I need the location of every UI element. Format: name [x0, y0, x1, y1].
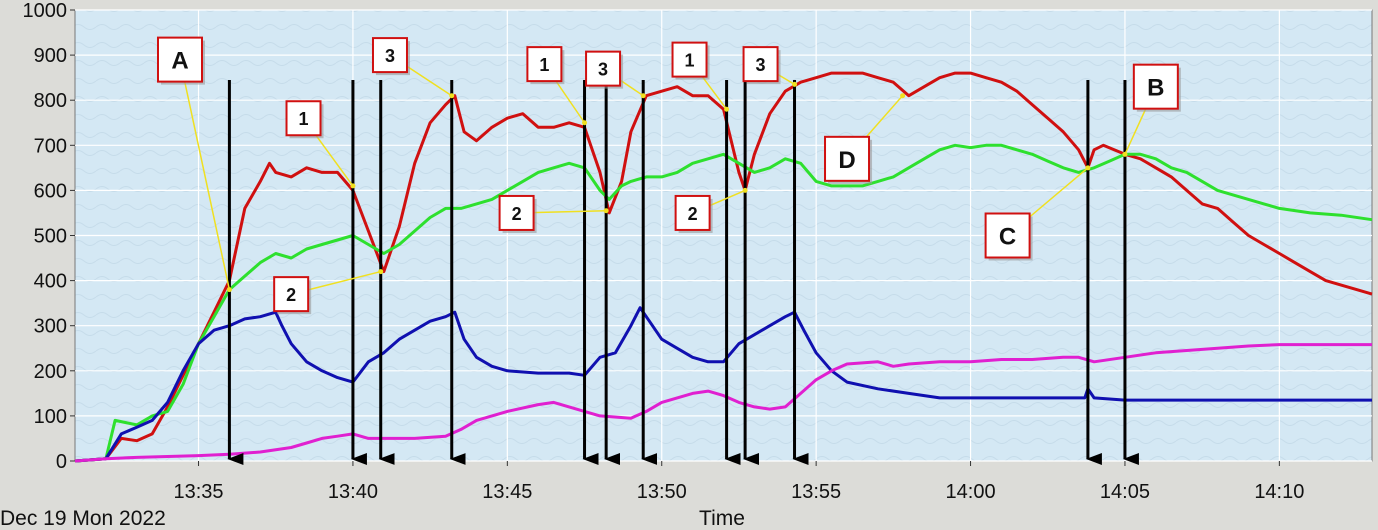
annotation-box [984, 212, 1031, 259]
annotation-box [371, 37, 408, 74]
y-tick-label: 900 [34, 45, 67, 67]
x-tick-label: 13:45 [482, 481, 532, 503]
annotation-box [285, 100, 322, 137]
annotation-box [498, 194, 535, 231]
y-tick-label: 1000 [23, 0, 68, 22]
annotation-label: C [999, 224, 1016, 251]
pointer-tip [1085, 165, 1091, 171]
y-tick-label: 300 [34, 316, 67, 338]
series-line-green [74, 143, 1373, 463]
pointer-line [179, 59, 231, 290]
date-label: Dec 19 Mon 2022 [0, 507, 166, 530]
grid-lines [75, 9, 1372, 462]
annotations: A 1 2 3 1 2 3 1 2 3 D C B [156, 36, 1181, 315]
series-line-red [74, 71, 1373, 463]
pointer-tip [792, 81, 798, 87]
x-tick-label: 14:10 [1254, 481, 1304, 503]
annotation-label: 3 [756, 55, 766, 75]
annotation-box [273, 276, 310, 313]
annotation-label: 3 [598, 60, 608, 80]
annotation-box [526, 46, 563, 83]
x-axis-ticks: 13:35 13:40 13:45 13:50 13:55 14:00 14:05 14:10 [173, 461, 1304, 503]
x-tick-label: 13:50 [637, 481, 687, 503]
annotation-box [824, 135, 871, 182]
pointer-tip [350, 183, 356, 189]
annotation-label: D [838, 147, 855, 174]
x-tick-label: 14:00 [946, 481, 996, 503]
y-tick-label: 200 [34, 361, 67, 383]
y-tick-label: 700 [34, 135, 67, 157]
y-tick-label: 600 [34, 180, 67, 202]
annotation-box [156, 36, 203, 83]
x-tick-label: 14:05 [1100, 481, 1150, 503]
pointer-tip [582, 120, 588, 126]
pointer-tip [1122, 151, 1128, 157]
annotation-box [585, 50, 622, 87]
x-axis-label: Time [699, 507, 745, 530]
annotation-label: 1 [299, 109, 309, 129]
pointer-tip [603, 208, 609, 214]
pointer-tip [378, 269, 384, 275]
annotation-box [1132, 63, 1179, 110]
x-tick-label: 13:40 [328, 481, 378, 503]
y-tick-label: 800 [34, 90, 67, 112]
annotation-label: 3 [385, 46, 395, 66]
y-tick-label: 400 [34, 271, 67, 293]
y-tick-label: 0 [56, 451, 67, 473]
annotation-label: 2 [688, 204, 698, 224]
annotation-label: 1 [539, 55, 549, 75]
marker-arrows [227, 80, 1139, 465]
pointer-tip [226, 287, 232, 293]
series-lines [74, 71, 1373, 463]
pointer-tip [449, 93, 455, 99]
y-tick-label: 500 [34, 226, 67, 248]
annotation-label: B [1147, 75, 1164, 102]
pointer-tip [640, 93, 646, 99]
x-tick-label: 13:55 [791, 481, 841, 503]
y-axis-ticks: 0 100 200 300 400 500 600 700 800 900 1000 [23, 0, 75, 473]
annotation-label: 2 [512, 204, 522, 224]
annotation-label: A [171, 48, 188, 75]
pointer-tip [900, 93, 906, 99]
annotation-box [671, 41, 708, 78]
series-line-blue [74, 306, 1372, 463]
annotation-box [742, 46, 779, 83]
annotation-label: 1 [685, 51, 695, 71]
pointer-tip [742, 187, 748, 193]
y-tick-label: 100 [34, 406, 67, 428]
annotation-label: 2 [286, 285, 296, 305]
x-tick-label: 13:35 [173, 481, 223, 503]
annotation-box [674, 194, 711, 231]
pointer-tip [724, 106, 730, 112]
